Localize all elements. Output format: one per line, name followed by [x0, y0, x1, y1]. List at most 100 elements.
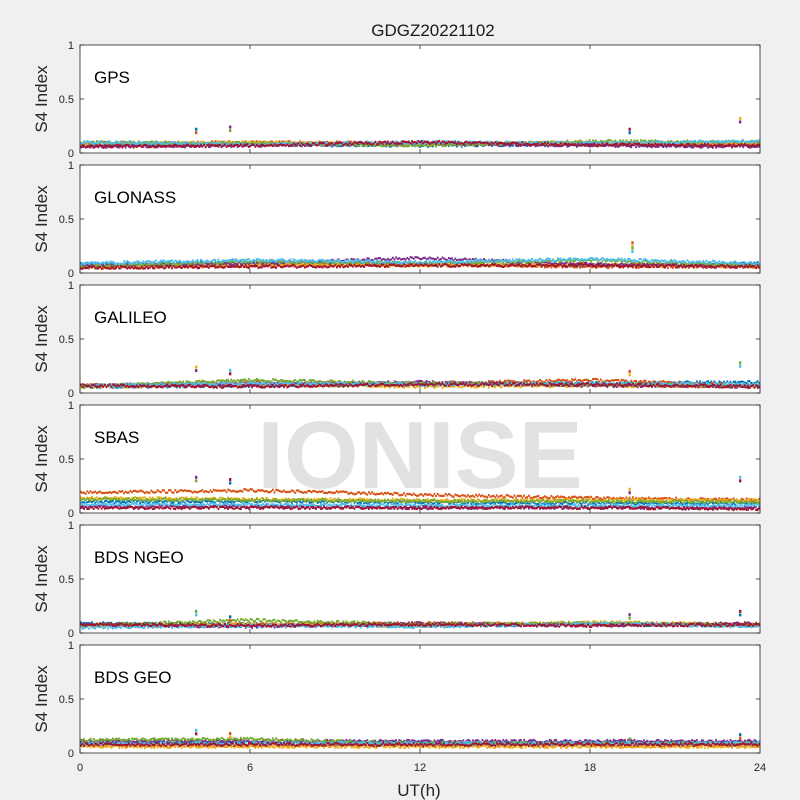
- data-point: [148, 263, 151, 266]
- data-point: [363, 262, 365, 265]
- data-point: [307, 143, 309, 146]
- data-point: [161, 141, 164, 144]
- data-point: [262, 141, 265, 144]
- data-point: [134, 142, 137, 145]
- data-point: [364, 141, 367, 144]
- data-point: [240, 263, 242, 266]
- data-point: [289, 263, 292, 266]
- data-point: [641, 263, 644, 266]
- data-point: [302, 263, 305, 266]
- data-point: [702, 145, 705, 148]
- data-point: [459, 142, 461, 145]
- data-point: [712, 143, 714, 146]
- y-tick-label: 1: [68, 40, 74, 52]
- data-point: [305, 142, 308, 145]
- data-point: [595, 139, 597, 142]
- data-point: [568, 142, 570, 146]
- data-point: [580, 144, 583, 147]
- data-point: [294, 261, 297, 265]
- data-point: [476, 144, 479, 147]
- data-point: [297, 144, 300, 147]
- data-point: [171, 141, 173, 144]
- data-point: [190, 266, 193, 269]
- data-point: [364, 261, 367, 264]
- data-point: [313, 142, 316, 145]
- data-point: [163, 140, 165, 144]
- data-point: [126, 142, 129, 145]
- data-point: [496, 140, 498, 143]
- data-point: [555, 142, 557, 145]
- data-point: [625, 145, 628, 148]
- data-point: [376, 257, 378, 260]
- data-point: [184, 143, 186, 146]
- data-point: [446, 143, 449, 147]
- data-point: [104, 264, 106, 267]
- data-point: [632, 141, 634, 144]
- data-point: [689, 144, 692, 147]
- data-point: [348, 144, 351, 147]
- data-point: [592, 266, 594, 269]
- data-point: [539, 141, 541, 144]
- data-point: [425, 143, 428, 146]
- data-point: [432, 145, 434, 148]
- data-point: [326, 263, 329, 266]
- data-point: [636, 139, 639, 142]
- data-point: [232, 259, 234, 262]
- data-point: [606, 139, 609, 142]
- data-point: [248, 142, 250, 145]
- data-point: [441, 140, 444, 143]
- data-point: [180, 263, 183, 266]
- data-point: [171, 265, 173, 268]
- data-point: [190, 145, 193, 148]
- data-point: [227, 141, 229, 144]
- data-point: [208, 145, 210, 149]
- data-point: [488, 260, 490, 263]
- data-point: [297, 260, 300, 263]
- data-point: [164, 263, 167, 267]
- data-point: [179, 143, 181, 146]
- data-point: [310, 263, 313, 266]
- data-point: [115, 145, 117, 148]
- data-point: [681, 140, 684, 143]
- data-point: [217, 143, 220, 147]
- data-point: [472, 258, 474, 261]
- data-point: [192, 263, 194, 266]
- data-point: [187, 263, 189, 266]
- data-point: [212, 142, 215, 145]
- data-point: [310, 140, 313, 143]
- data-point: [97, 146, 100, 149]
- data-point: [83, 144, 85, 147]
- data-point: [424, 256, 426, 259]
- data-point: [752, 266, 754, 269]
- data-point: [212, 141, 215, 144]
- data-point: [112, 263, 114, 266]
- data-point: [676, 145, 679, 148]
- data-point: [264, 145, 266, 148]
- data-point: [340, 262, 343, 265]
- data-point: [353, 141, 356, 144]
- data-point: [569, 141, 572, 144]
- data-point: [214, 263, 217, 266]
- data-point: [332, 142, 335, 145]
- data-point: [462, 142, 465, 145]
- data-point: [697, 141, 700, 144]
- data-point: [137, 144, 140, 148]
- data-point: [89, 144, 92, 147]
- data-point: [326, 260, 329, 263]
- data-point: [536, 140, 538, 143]
- data-point: [404, 144, 407, 147]
- data-point: [200, 260, 202, 263]
- data-point: [198, 141, 201, 144]
- data-point: [272, 264, 274, 267]
- data-point: [361, 144, 364, 147]
- data-point: [427, 257, 429, 260]
- data-point: [520, 143, 522, 146]
- data-point: [579, 144, 581, 147]
- data-point: [108, 145, 111, 148]
- data-point: [696, 142, 698, 145]
- data-point: [451, 261, 453, 264]
- data-point: [180, 145, 183, 148]
- data-point: [286, 262, 289, 265]
- data-point: [672, 143, 674, 146]
- data-point: [196, 140, 199, 143]
